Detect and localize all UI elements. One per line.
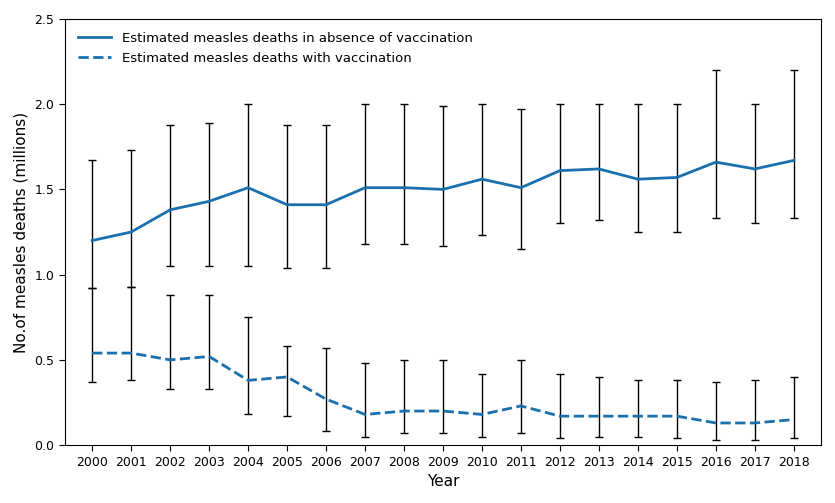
Y-axis label: No.of measles deaths (millions): No.of measles deaths (millions)	[14, 112, 29, 353]
Legend: Estimated measles deaths in absence of vaccination, Estimated measles deaths wit: Estimated measles deaths in absence of v…	[72, 26, 479, 71]
X-axis label: Year: Year	[427, 474, 459, 489]
